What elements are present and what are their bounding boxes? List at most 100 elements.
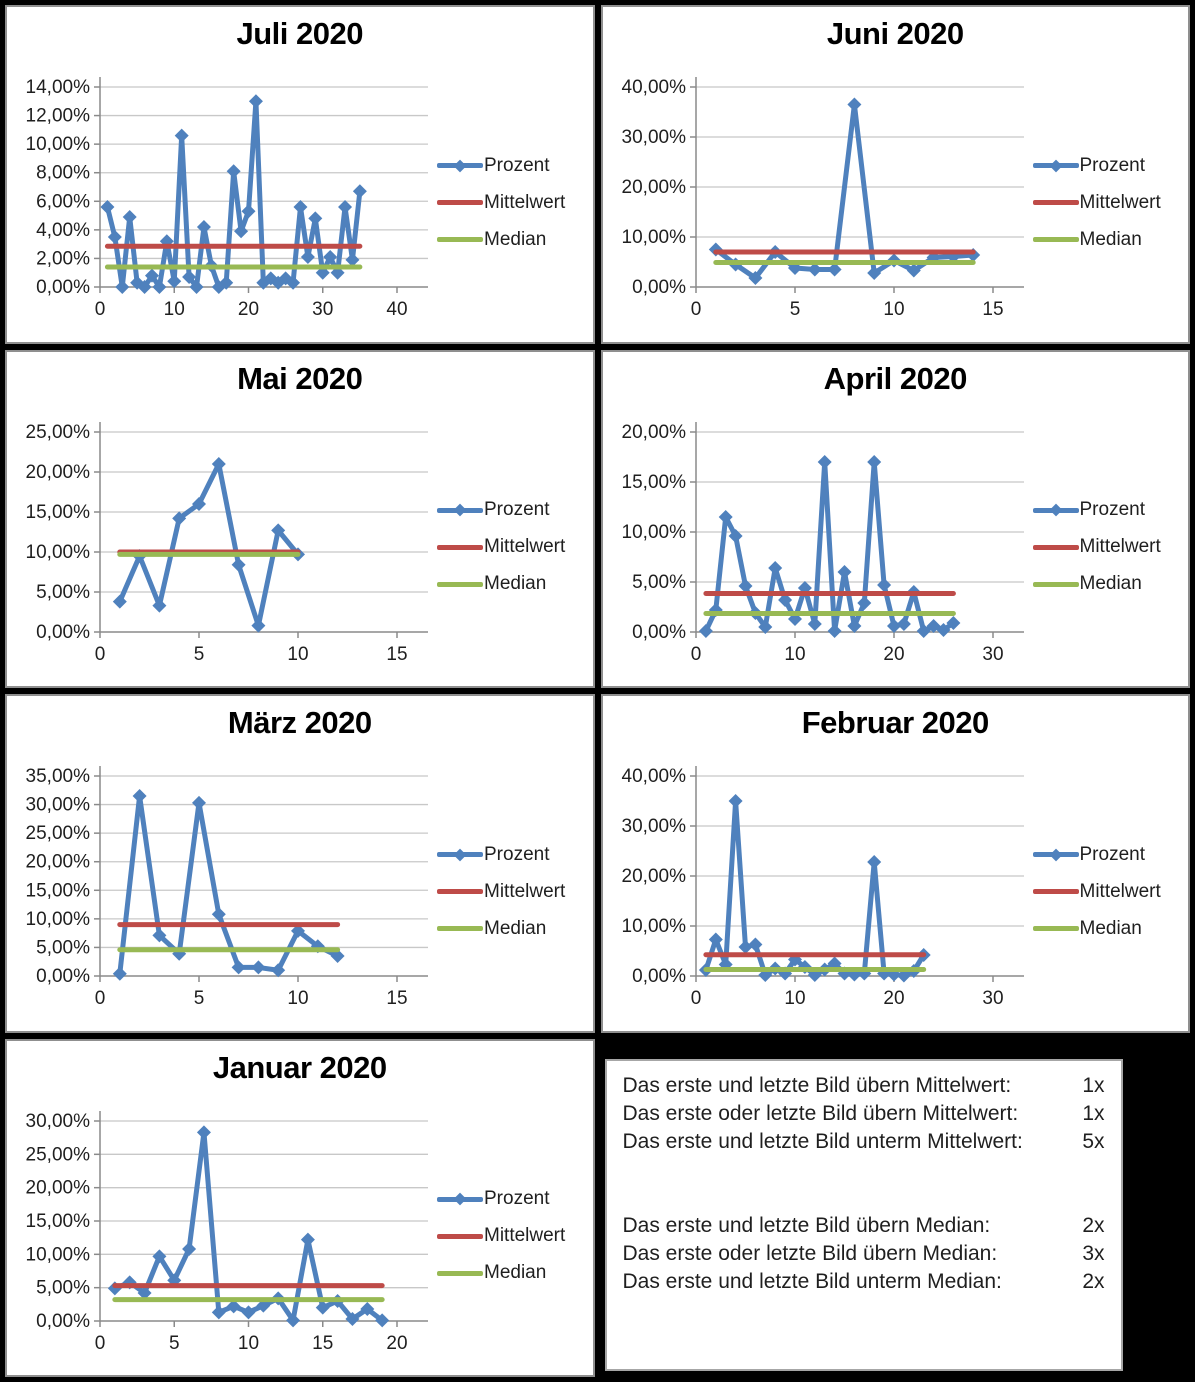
mittelwert-summary-group: Das erste und letzte Bild übern Mittelwe… (623, 1072, 1105, 1156)
y-tick-label: 30,00% (26, 1111, 91, 1132)
data-point-marker (271, 963, 286, 978)
legend-label: Prozent (1079, 843, 1145, 865)
chart-title: Juli 2020 (236, 16, 364, 51)
legend-item-prozent: Prozent (1032, 492, 1183, 529)
x-tick-label: 20 (883, 988, 904, 1009)
median-line-swatch (1032, 581, 1079, 587)
x-tick-label: 40 (386, 299, 407, 320)
legend-item-prozent: Prozent (1032, 147, 1183, 184)
legend-item-median: Median (437, 221, 587, 258)
data-point-marker (807, 616, 822, 631)
prozent-line (104, 98, 363, 290)
chart-title: Juni 2020 (826, 16, 964, 51)
x-tick-label: 0 (95, 988, 106, 1009)
data-point-marker (231, 557, 246, 572)
summary-row: Das erste oder letzte Bild übern Median:… (623, 1240, 1105, 1268)
chart-legend: Prozent Mittelwert Median (437, 1181, 587, 1292)
data-point-marker (256, 1298, 271, 1313)
y-tick-label: 20,00% (621, 177, 686, 198)
summary-panel: Das erste und letzte Bild übern Mittelwe… (604, 1058, 1123, 1371)
legend-item-median: Median (437, 566, 587, 603)
data-point-marker (866, 266, 881, 280)
data-point-marker (807, 262, 822, 277)
chart-plot: 0,00% 2,00% 4,00% 6,00% 8,00% 10,00% 12,00% 14,… (26, 77, 428, 320)
data-point-marker (107, 230, 122, 244)
y-tick-label: 20,00% (26, 852, 91, 873)
y-tick-label: 5,00% (632, 572, 686, 593)
legend-label: Median (1079, 228, 1142, 250)
x-tick-label: 5 (194, 988, 205, 1009)
chart-legend: Prozent Mittelwert Median (437, 492, 587, 603)
x-tick-label: 0 (95, 644, 106, 665)
summary-label: Das erste und letzte Bild übern Mittelwe… (622, 1073, 1012, 1097)
chart-title: Januar 2020 (212, 1049, 387, 1085)
data-point-marker (876, 577, 891, 592)
legend-label: Median (1079, 573, 1142, 594)
data-point-marker (251, 960, 266, 975)
summary-row: Das erste und letzte Bild übern Mittelwe… (623, 1072, 1105, 1100)
x-tick-label: 15 (386, 644, 407, 665)
y-tick-label: 20,00% (26, 462, 91, 483)
legend-item-mittelwert: Mittelwert (1032, 184, 1183, 221)
data-point-marker (291, 923, 305, 938)
data-point-marker (192, 795, 206, 810)
chart-plot: 0,00% 5,00% 10,00% 15,00% 20,00% 25,00% 30,00%… (26, 766, 428, 1009)
summary-label: Das erste und letzte Bild unterm Mittelw… (622, 1129, 1023, 1153)
legend-label: Mittelwert (1079, 191, 1161, 213)
y-tick-label: 10,00% (26, 542, 91, 563)
data-point-marker (747, 271, 762, 285)
data-point-marker (248, 94, 263, 109)
data-point-marker (152, 928, 167, 943)
data-point-marker (196, 1124, 211, 1139)
data-point-marker (100, 200, 115, 214)
data-point-marker (856, 595, 871, 610)
chart-panel-maerz-2020: März 2020 0,00% 5,00% 10,00% 15,00% 20,00% 25… (5, 694, 595, 1033)
summary-row: Das erste und letzte Bild unterm Median:… (623, 1268, 1105, 1296)
data-point-marker (738, 940, 752, 954)
chart-panel-mai-2020: Mai 2020 0,00% 5,00% 10,00% 15,00% 20,00% 25,… (5, 349, 595, 688)
data-point-marker (174, 128, 189, 143)
y-tick-label: 4,00% (36, 220, 90, 241)
chart-title: März 2020 (227, 705, 372, 740)
data-point-marker (115, 280, 130, 294)
data-point-marker (747, 937, 762, 952)
data-point-marker (936, 622, 950, 637)
y-tick-label: 40,00% (621, 77, 686, 98)
data-point-marker (886, 618, 901, 633)
x-tick-label: 20 (883, 644, 904, 665)
y-tick-label: 10,00% (26, 909, 91, 930)
x-tick-label: 15 (312, 1333, 333, 1354)
median-line-swatch (437, 1270, 483, 1276)
x-tick-label: 0 (690, 299, 701, 320)
data-point-marker (827, 262, 842, 277)
median-line-swatch (437, 926, 483, 931)
summary-row: Das erste und letzte Bild unterm Mittelw… (623, 1128, 1105, 1156)
summary-count: 5x (1082, 1129, 1105, 1153)
data-point-marker (345, 252, 360, 267)
chart-panel-april-2020: April 2020 0,00% 5,00% 10,00% 15,00% 20,00% 0… (600, 349, 1190, 688)
data-point-marker (757, 619, 772, 634)
y-tick-label: 0,00% (632, 622, 686, 643)
legend-item-mittelwert: Mittelwert (437, 529, 587, 566)
data-point-marker (866, 454, 881, 469)
x-tick-label: 30 (312, 299, 333, 320)
y-tick-label: 15,00% (26, 1211, 91, 1232)
x-tick-label: 0 (690, 988, 701, 1009)
legend-label: Mittelwert (1079, 880, 1161, 902)
data-point-marker (192, 496, 206, 511)
y-tick-label: 15,00% (621, 472, 686, 493)
summary-label: Das erste oder letzte Bild übern Median: (622, 1241, 998, 1265)
y-tick-label: 10,00% (621, 916, 686, 937)
data-point-marker (286, 275, 301, 290)
chart-legend: Prozent Mittelwert Median (437, 147, 587, 258)
legend-label: Median (484, 228, 547, 250)
data-point-marker (360, 1301, 375, 1316)
data-point-marker (767, 560, 782, 575)
x-tick-label: 15 (386, 988, 407, 1009)
chart-title: April 2020 (823, 360, 968, 396)
y-tick-label: 30,00% (621, 816, 686, 837)
x-tick-label: 10 (164, 299, 185, 320)
data-point-marker (728, 528, 743, 543)
summary-label: Das erste oder letzte Bild übern Mittelw… (622, 1101, 1019, 1125)
legend-label: Median (484, 1262, 547, 1283)
